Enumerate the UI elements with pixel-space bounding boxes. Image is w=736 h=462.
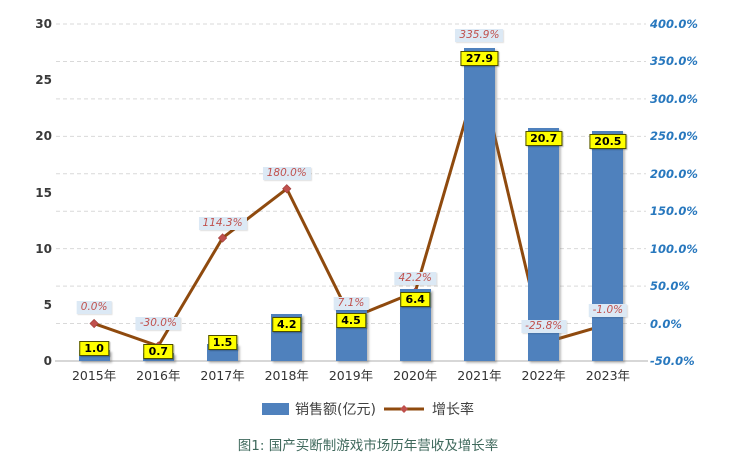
y-axis-right-tick: -50.0%: [650, 354, 695, 368]
bar-value-label: 6.4: [400, 292, 430, 308]
figure-caption: 图1: 国产买断制游戏市场历年营收及增长率: [237, 438, 499, 454]
growth-value-label: 180.0%: [262, 166, 311, 180]
x-axis-label: 2023年: [585, 368, 631, 383]
y-axis-left-tick: 15: [35, 185, 52, 200]
bar-value-label: 0.7: [143, 344, 174, 360]
bar-2023年: [592, 130, 624, 361]
y-axis-right-tick: 350.0%: [650, 54, 698, 69]
y-axis-right-tick: 250.0%: [650, 129, 698, 144]
bar-value-label: 4.5: [336, 313, 366, 329]
growth-value-label: 7.1%: [333, 297, 369, 311]
y-axis-right-tick: 0.0%: [650, 316, 682, 331]
y-axis-left-tick: 0: [43, 354, 52, 368]
growth-value-label: -25.8%: [521, 319, 567, 333]
legend-diamond-marker: [399, 405, 408, 413]
bar-value-label: 20.7: [525, 131, 563, 147]
diamond-marker: [89, 318, 99, 329]
y-axis-right-tick: 200.0%: [650, 166, 698, 181]
x-axis-label: 2019年: [328, 368, 374, 383]
growth-value-label: -1.0%: [588, 304, 628, 318]
growth-value-label: 114.3%: [198, 216, 247, 230]
growth-value-label: -30.0%: [135, 317, 181, 331]
legend-bar-label: 销售额(亿元): [295, 402, 376, 418]
y-axis-right-tick: 400.0%: [650, 17, 698, 31]
bar-value-label: 1.0: [79, 340, 109, 356]
legend-line-swatch-icon: [383, 405, 424, 413]
growth-value-label: 335.9%: [455, 29, 504, 42]
x-axis-label: 2020年: [393, 368, 438, 383]
x-axis-label: 2021年: [457, 368, 502, 383]
diamond-marker: [217, 233, 228, 243]
x-axis-label: 2015年: [71, 368, 117, 383]
y-axis-left-tick: 10: [35, 241, 52, 256]
y-axis-left-tick: 5: [43, 297, 52, 312]
bar-value-label: 27.9: [460, 50, 499, 66]
y-axis-left-tick: 30: [35, 17, 52, 31]
bar-value-label: 1.5: [207, 335, 238, 351]
bar-value-label: 4.2: [272, 316, 302, 332]
y-axis-right-tick: 150.0%: [650, 204, 698, 219]
diamond-marker: [282, 184, 292, 194]
y-axis-right-tick: 300.0%: [650, 91, 698, 106]
legend-bar-swatch-icon: [262, 403, 290, 415]
x-axis-label: 2022年: [521, 368, 566, 383]
legend-line-label: 增长率: [431, 402, 474, 418]
y-axis-right-tick: 100.0%: [650, 241, 698, 256]
y-axis-left-tick: 25: [35, 73, 52, 88]
y-axis-left-tick: 20: [35, 129, 52, 144]
growth-value-label: 42.2%: [394, 271, 436, 285]
x-axis-label: 2016年: [136, 368, 181, 383]
bar-2021年: [463, 47, 495, 361]
growth-value-label: 0.0%: [76, 300, 112, 314]
y-axis-right-tick: 50.0%: [650, 279, 690, 294]
legend: 销售额(亿元) 增长率: [0, 399, 736, 419]
x-axis-label: 2018年: [264, 368, 309, 383]
x-axis-label: 2017年: [200, 368, 245, 383]
bar-value-label: 20.5: [589, 133, 627, 149]
